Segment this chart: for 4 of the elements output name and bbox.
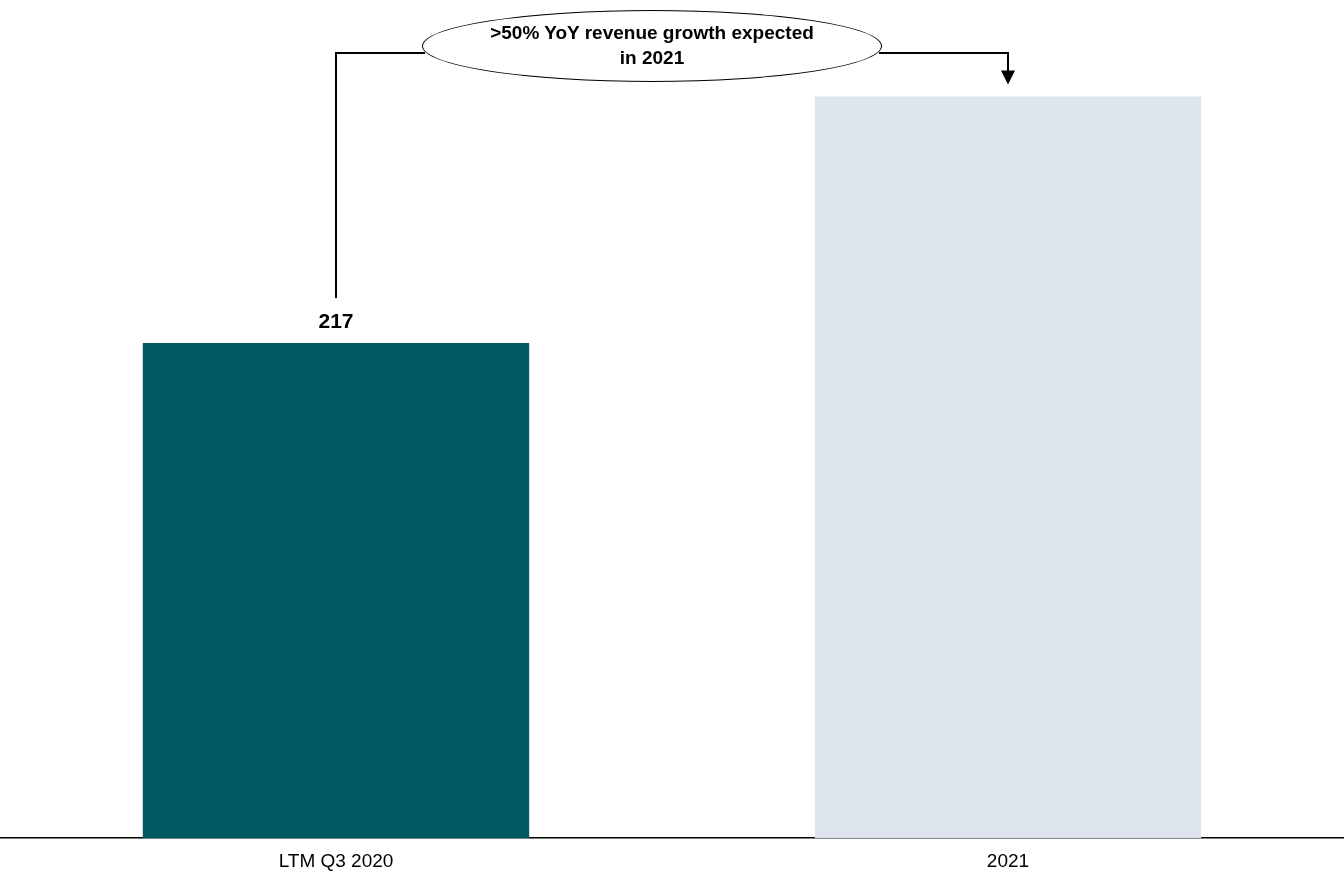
x-tick-label: LTM Q3 2020 (278, 849, 394, 871)
x-tick-label: 2021 (986, 849, 1030, 871)
data-label: 217 (318, 309, 354, 333)
text: >50% YoY revenue growth expected in 2021 (422, 10, 882, 82)
